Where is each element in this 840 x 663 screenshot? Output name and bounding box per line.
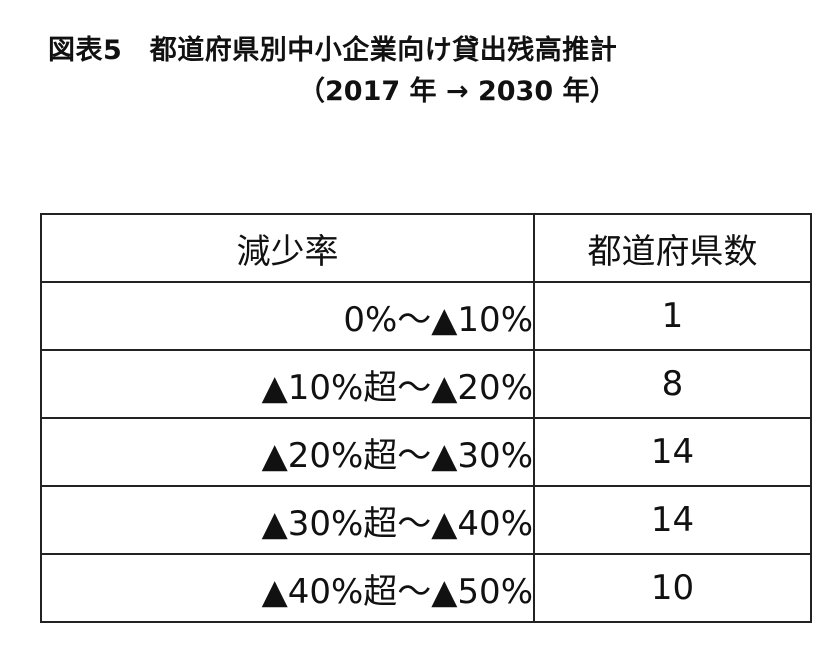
decline-range-cell: ▲30%超〜▲40% xyxy=(40,485,535,555)
table-header-row: 減少率 都道府県数 xyxy=(40,213,812,283)
table-row: ▲30%超〜▲40% 14 xyxy=(40,485,812,555)
prefecture-count-cell: 8 xyxy=(533,349,812,419)
figure-subtitle: （2017 年 → 2030 年） xyxy=(298,76,617,107)
column-header-decline-rate: 減少率 xyxy=(40,213,535,283)
decline-range-cell: ▲20%超〜▲30% xyxy=(40,417,535,487)
prefecture-count-cell: 10 xyxy=(533,553,812,623)
prefecture-count-cell: 14 xyxy=(533,417,812,487)
decline-range-cell: 0%〜▲10% xyxy=(40,281,535,351)
figure-title: 図表5 都道府県別中小企業向け貸出残高推計 xyxy=(48,35,618,66)
table-row: ▲10%超〜▲20% 8 xyxy=(40,349,812,419)
column-header-prefecture-count: 都道府県数 xyxy=(533,213,812,283)
table-row: ▲40%超〜▲50% 10 xyxy=(40,553,812,623)
table-row: 0%〜▲10% 1 xyxy=(40,281,812,351)
table-row: ▲20%超〜▲30% 14 xyxy=(40,417,812,487)
decline-range-cell: ▲40%超〜▲50% xyxy=(40,553,535,623)
prefecture-count-cell: 1 xyxy=(533,281,812,351)
decline-rate-table: 減少率 都道府県数 0%〜▲10% 1 ▲10%超〜▲20% 8 ▲20%超〜▲… xyxy=(40,213,812,623)
prefecture-count-cell: 14 xyxy=(533,485,812,555)
decline-range-cell: ▲10%超〜▲20% xyxy=(40,349,535,419)
